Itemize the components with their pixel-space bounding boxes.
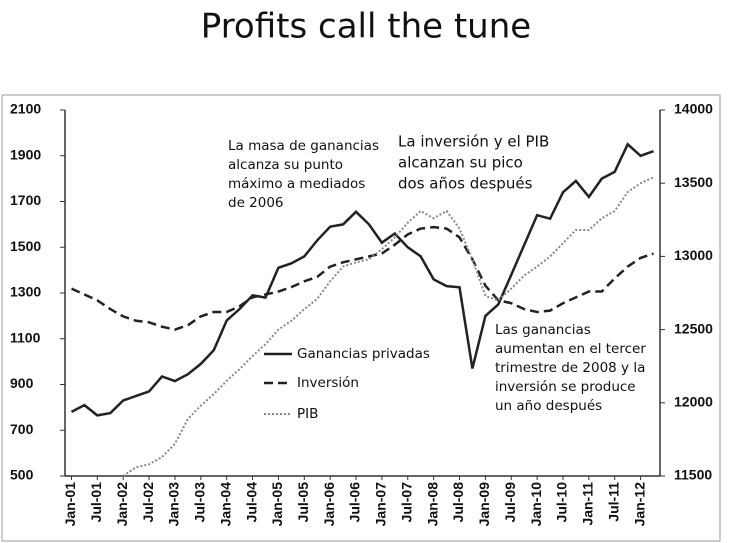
x-tick-label: Jan-06	[321, 482, 337, 527]
x-tick-label: Jan-08	[424, 482, 440, 527]
y-tick-label: 900	[10, 375, 34, 391]
x-tick-label: Jan-07	[373, 482, 389, 527]
x-tick-label: Jan-03	[166, 482, 182, 527]
x-tick-label: Jul-03	[192, 482, 208, 523]
x-tick-label: Jan-10	[528, 482, 544, 527]
x-tick-label: Jul-05	[295, 482, 311, 523]
chart-frame	[1, 94, 721, 542]
annotation: alcanza su punto	[228, 157, 343, 173]
y-tick-label: 1500	[10, 238, 41, 254]
x-tick-label: Jul-04	[243, 482, 259, 523]
y2-tick-label: 14000	[674, 101, 713, 117]
x-tick-label: Jan-09	[476, 482, 492, 527]
y-tick-label: 1700	[10, 192, 41, 208]
x-tick-label: Jul-11	[605, 482, 621, 522]
y-tick-label: 700	[10, 421, 34, 437]
x-tick-label: Jan-12	[631, 482, 647, 527]
x-tick-label: Jan-01	[62, 482, 78, 527]
x-tick-label: Jul-08	[450, 482, 466, 523]
annotation: máximo a mediados	[228, 176, 365, 192]
x-tick-label: Jul-02	[140, 482, 156, 523]
annotation: dos años después	[398, 175, 533, 193]
annotation: aumentan en el tercer	[495, 341, 646, 357]
annotation: alcanzan su pico	[398, 154, 523, 172]
annotation: Las ganancias	[495, 322, 591, 338]
annotation: La inversión y el PIB	[398, 133, 549, 151]
annotation: de 2006	[228, 195, 284, 211]
annotation: trimestre de 2008 y la	[495, 360, 645, 376]
annotation: un año después	[495, 398, 602, 414]
y-tick-label: 1300	[10, 284, 41, 300]
x-tick-label: Jul-01	[88, 482, 104, 523]
y-tick-label: 1900	[10, 146, 41, 162]
x-tick-label: Jan-11	[580, 482, 596, 526]
y-tick-label: 2100	[10, 101, 41, 117]
x-tick-label: Jul-10	[554, 482, 570, 523]
annotation: La masa de ganancias	[228, 138, 379, 154]
x-tick-label: Jan-04	[217, 482, 233, 527]
series-line	[70, 225, 654, 331]
y2-tick-label: 12500	[674, 320, 713, 336]
legend-label: PIB	[297, 406, 318, 422]
annotation: inversión se produce	[495, 379, 636, 395]
y-tick-label: 1100	[10, 329, 41, 345]
series-line	[70, 142, 654, 417]
legend-label: Ganancias privadas	[297, 346, 430, 362]
y2-tick-label: 12000	[674, 394, 713, 410]
y-tick-label: 500	[10, 467, 34, 483]
x-tick-label: Jul-07	[398, 482, 414, 523]
series-line	[122, 176, 654, 477]
y2-tick-label: 11500	[674, 467, 712, 483]
x-tick-label: Jul-09	[502, 482, 518, 523]
x-tick-label: Jul-06	[347, 482, 363, 523]
legend-label: Inversión	[297, 375, 359, 391]
chart-title: Profits call the tune	[201, 7, 531, 47]
y2-tick-label: 13500	[674, 174, 713, 190]
y2-tick-label: 13000	[674, 247, 713, 263]
x-tick-label: Jan-02	[114, 482, 130, 527]
x-tick-label: Jan-05	[269, 482, 285, 527]
